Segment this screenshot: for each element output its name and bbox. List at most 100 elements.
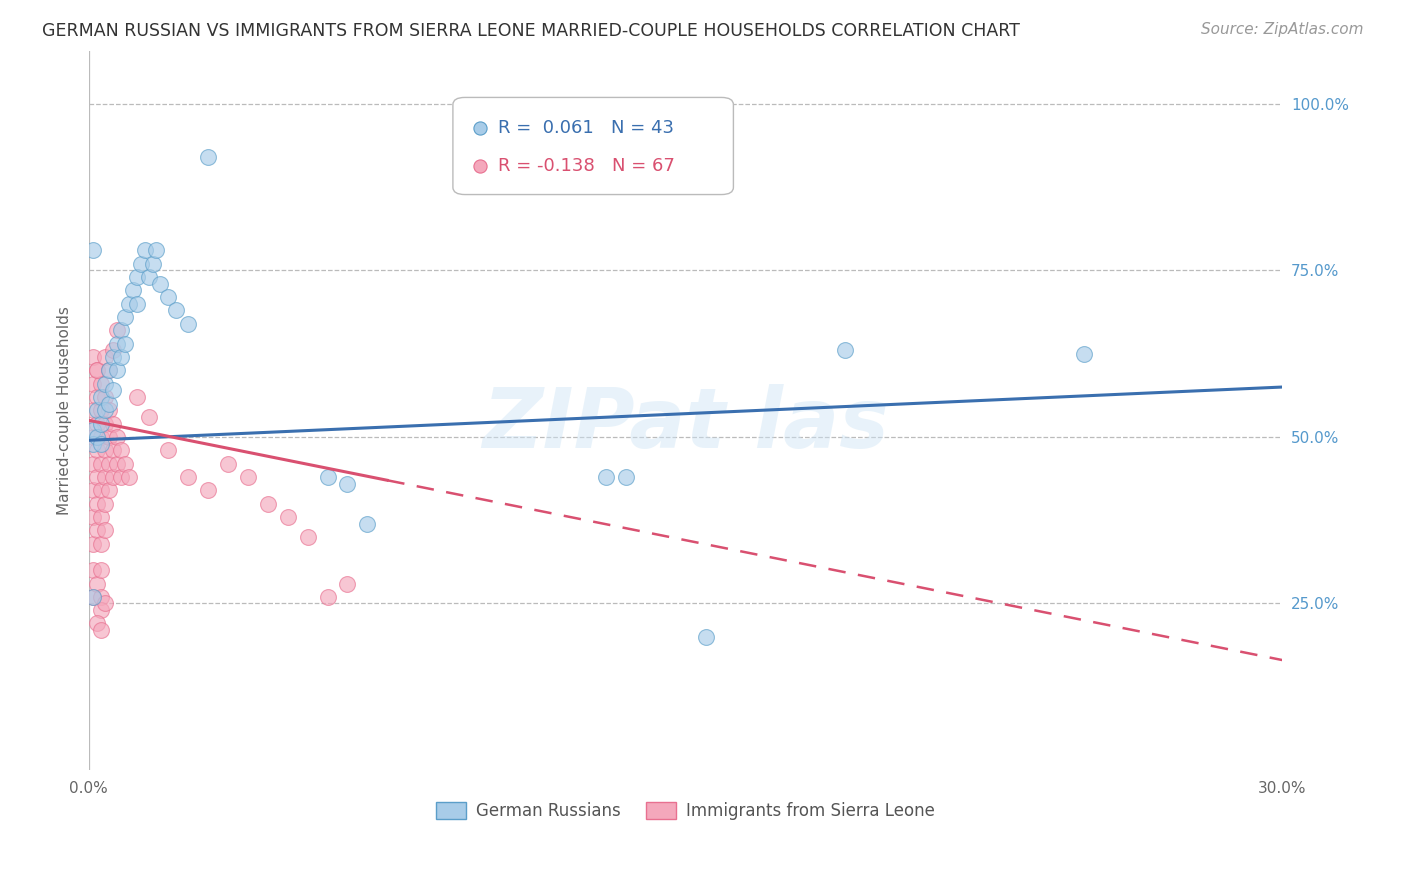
- Point: [82, 376, 104, 391]
- Point: [90, 376, 112, 391]
- Point: [101, 384, 124, 398]
- Point: [101, 443, 124, 458]
- Point: [82, 509, 104, 524]
- Point: [90, 390, 112, 404]
- Point: [121, 284, 143, 298]
- Point: [138, 409, 160, 424]
- Point: [86, 523, 108, 537]
- Point: [90, 623, 112, 637]
- Point: [141, 257, 163, 271]
- Point: [97, 403, 120, 417]
- Point: [101, 470, 124, 484]
- Point: [82, 563, 104, 577]
- Point: [94, 403, 117, 417]
- Point: [197, 150, 219, 164]
- Point: [197, 483, 219, 498]
- Point: [316, 590, 339, 604]
- Point: [129, 257, 152, 271]
- Point: [86, 363, 108, 377]
- Point: [110, 350, 132, 364]
- Point: [86, 390, 108, 404]
- Point: [117, 297, 139, 311]
- Point: [114, 310, 136, 324]
- Point: [177, 317, 200, 331]
- Point: [86, 417, 108, 431]
- Point: [105, 323, 128, 337]
- Point: [277, 509, 299, 524]
- Point: [94, 523, 117, 537]
- Point: [138, 270, 160, 285]
- Point: [86, 616, 108, 631]
- Point: [90, 536, 112, 550]
- Point: [110, 470, 132, 484]
- Point: [82, 436, 104, 450]
- Point: [105, 430, 128, 444]
- Point: [86, 576, 108, 591]
- Point: [595, 470, 617, 484]
- Point: [97, 363, 120, 377]
- Point: [90, 563, 112, 577]
- Point: [94, 497, 117, 511]
- Text: R = -0.138   N = 67: R = -0.138 N = 67: [498, 157, 675, 175]
- Point: [90, 417, 112, 431]
- Point: [94, 597, 117, 611]
- Point: [316, 470, 339, 484]
- Point: [97, 430, 120, 444]
- Point: [86, 497, 108, 511]
- Y-axis label: Married-couple Households: Married-couple Households: [58, 306, 72, 515]
- Point: [114, 336, 136, 351]
- Point: [149, 277, 172, 291]
- Point: [97, 457, 120, 471]
- Point: [82, 350, 104, 364]
- Point: [336, 576, 359, 591]
- Point: [101, 350, 124, 364]
- Point: [1382, 169, 1405, 183]
- Point: [86, 363, 108, 377]
- Point: [94, 350, 117, 364]
- Point: [90, 457, 112, 471]
- Point: [356, 516, 378, 531]
- Point: [105, 363, 128, 377]
- Point: [82, 403, 104, 417]
- Point: [82, 483, 104, 498]
- Point: [90, 436, 112, 450]
- Point: [82, 244, 104, 258]
- Legend: German Russians, Immigrants from Sierra Leone: German Russians, Immigrants from Sierra …: [430, 795, 942, 826]
- Point: [90, 603, 112, 617]
- Point: [86, 430, 108, 444]
- Point: [94, 470, 117, 484]
- Point: [82, 536, 104, 550]
- Point: [82, 430, 104, 444]
- Point: [257, 497, 280, 511]
- Point: [1073, 347, 1095, 361]
- Text: Source: ZipAtlas.com: Source: ZipAtlas.com: [1201, 22, 1364, 37]
- Point: [97, 397, 120, 411]
- Point: [110, 443, 132, 458]
- FancyBboxPatch shape: [453, 97, 734, 194]
- Point: [90, 483, 112, 498]
- Point: [336, 476, 359, 491]
- Point: [86, 470, 108, 484]
- Point: [695, 630, 717, 644]
- Point: [125, 270, 148, 285]
- Point: [90, 509, 112, 524]
- Point: [90, 430, 112, 444]
- Point: [94, 390, 117, 404]
- Point: [1382, 203, 1405, 218]
- Point: [105, 336, 128, 351]
- Point: [94, 443, 117, 458]
- Point: [97, 483, 120, 498]
- Point: [90, 403, 112, 417]
- Point: [82, 590, 104, 604]
- Point: [125, 390, 148, 404]
- Point: [614, 470, 637, 484]
- Point: [134, 244, 156, 258]
- Text: GERMAN RUSSIAN VS IMMIGRANTS FROM SIERRA LEONE MARRIED-COUPLE HOUSEHOLDS CORRELA: GERMAN RUSSIAN VS IMMIGRANTS FROM SIERRA…: [42, 22, 1021, 40]
- Point: [117, 470, 139, 484]
- Point: [145, 244, 167, 258]
- Point: [90, 590, 112, 604]
- Point: [114, 457, 136, 471]
- Point: [94, 417, 117, 431]
- Point: [101, 417, 124, 431]
- Point: [82, 590, 104, 604]
